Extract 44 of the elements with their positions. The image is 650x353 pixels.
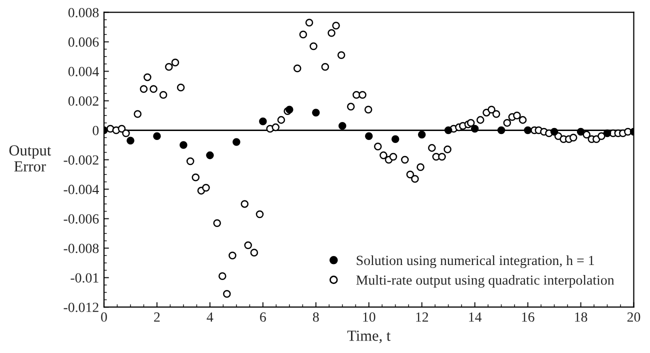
point (524, 126, 532, 134)
point (497, 126, 506, 134)
point (418, 130, 426, 139)
x-tick-label: 4 (206, 312, 214, 322)
y-tick-label: -0.008 (64, 244, 99, 254)
legend-label: Multi-rate output using quadratic interpolation (356, 275, 614, 288)
y-tick-label: -0.012 (64, 302, 98, 312)
y-tick-label: -0.006 (64, 214, 99, 224)
point (259, 118, 267, 126)
x-tick-label: 20 (627, 312, 640, 322)
x-tick-label: 0 (101, 312, 107, 322)
y-tick-label: 0 (92, 126, 99, 136)
point (180, 141, 188, 149)
point (576, 128, 585, 136)
x-tick-label: 18 (575, 312, 588, 322)
y-tick-label: -0.01 (70, 273, 98, 283)
point (550, 128, 558, 136)
point (470, 124, 479, 133)
x-tick-label: 6 (260, 312, 266, 322)
point (312, 108, 320, 116)
x-tick-label: 16 (522, 312, 534, 322)
x-tick-label: 8 (312, 312, 319, 322)
point (338, 122, 346, 130)
y-tick-label: -0.004 (64, 184, 99, 194)
x-tick-label: 12 (416, 312, 428, 322)
point (444, 126, 452, 134)
point (126, 136, 134, 144)
point (232, 138, 240, 146)
point (391, 135, 400, 143)
y-tick-label: -0.002 (64, 155, 98, 165)
y-axis-title: Output Error (9, 145, 52, 172)
x-tick-label: 2 (154, 312, 160, 322)
y-tick-label: 0.008 (68, 8, 99, 18)
x-axis-title: Time, t (347, 330, 391, 344)
y-tick-label: 0.004 (68, 66, 99, 76)
x-tick-label: 10 (363, 312, 376, 322)
point (153, 132, 161, 140)
legend-label: Solution using numerical integration, h = 1 (356, 255, 594, 268)
y-tick-label: 0.006 (68, 37, 99, 47)
y-tick-label: 0.002 (68, 96, 98, 106)
point (364, 132, 373, 140)
point (603, 129, 612, 138)
point (206, 151, 214, 160)
x-tick-label: 14 (469, 312, 482, 322)
